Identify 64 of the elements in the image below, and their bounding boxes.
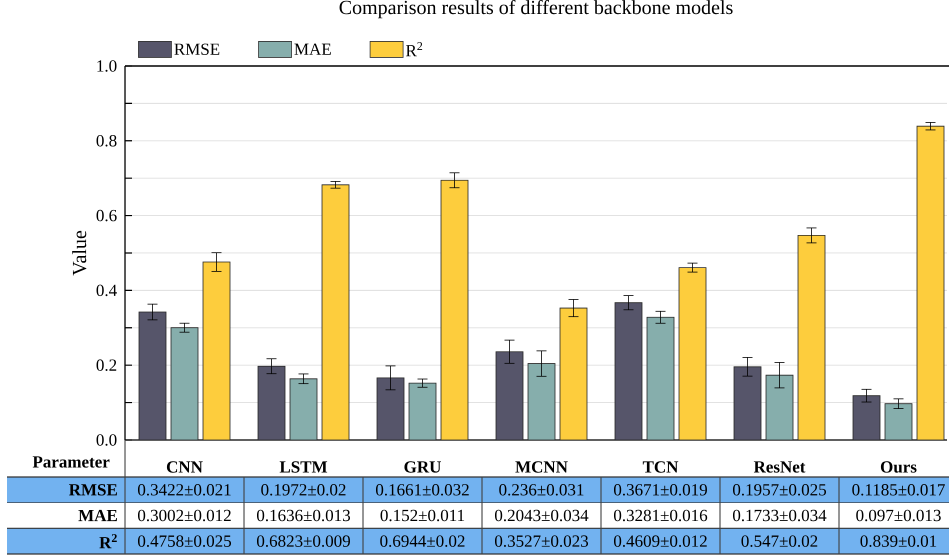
bar [170,327,198,440]
data-label: 0.3422±0.021 [138,484,231,496]
bar [408,382,436,440]
data-label: 0.1733±0.034 [732,510,826,522]
y-tick-label: 0.8 [96,135,117,147]
y-tick-label: 0.4 [96,284,117,296]
x-tick-label: CNN [166,461,203,473]
bar [496,351,524,440]
y-tick-label: 0.6 [96,210,117,222]
bar [202,262,230,440]
data-label: 0.839±0.01 [860,535,936,547]
data-label: 0.6944±0.02 [380,535,464,547]
x-tick-label: LSTM [280,461,328,473]
data-label: 0.236±0.031 [499,484,584,496]
text: Parameter [32,456,110,468]
bar [258,366,286,440]
data-label: 0.1957±0.025 [732,484,826,496]
bar [678,267,706,440]
bar [376,377,404,440]
bar [528,363,556,440]
data-label: 0.2043±0.034 [494,510,588,522]
text: MAE [78,510,117,522]
data-label: 0.547±0.02 [741,535,818,547]
data-label: 0.3671±0.019 [614,484,707,496]
x-tick-label: TCN [642,461,678,473]
data-label: 0.1661±0.032 [376,484,469,496]
data-label: 0.1185±0.017 [852,484,945,496]
bar [440,180,468,440]
bar [884,403,912,440]
data-label: 0.097±0.013 [856,510,941,522]
legend-label: R$^{2}$ [406,42,422,56]
chart-title: Comparison results of different backbone models [340,0,733,18]
x-tick-label: GRU [404,461,441,473]
data-label: 0.1636±0.013 [256,510,350,522]
bar [852,395,880,440]
bar [916,126,944,440]
legend-label: MAE [294,44,331,55]
bar [138,312,166,440]
bar [766,374,794,440]
bar [322,184,350,440]
data-label: 0.3002±0.012 [138,510,231,522]
x-tick-label: Ours [880,461,917,473]
y-tick-label: 1.0 [97,60,117,72]
data-label: 0.1972±0.02 [261,484,346,496]
data-label: 0.4758±0.025 [138,535,232,547]
bar [646,316,674,440]
y-axis-title: Value [72,230,86,276]
y-tick-label: 0.2 [96,359,116,371]
data-label: 0.4609±0.012 [614,535,707,547]
y-tick-label: 0.0 [96,434,117,446]
bar [614,302,642,440]
text: R$^{2}$ [99,534,117,548]
x-tick-label: MCNN [515,461,568,473]
bar [560,308,588,440]
bar [290,378,318,440]
data-label: 0.6823±0.009 [256,535,350,547]
bar [734,366,762,440]
data-label: 0.3281±0.016 [614,510,708,522]
x-tick-label: ResNet [754,461,806,473]
data-label: 0.3527±0.023 [494,535,588,547]
data-label: 0.152±0.011 [380,510,464,522]
text: RMSE [68,484,117,496]
bar [798,235,826,440]
legend-label: RMSE [174,44,220,55]
